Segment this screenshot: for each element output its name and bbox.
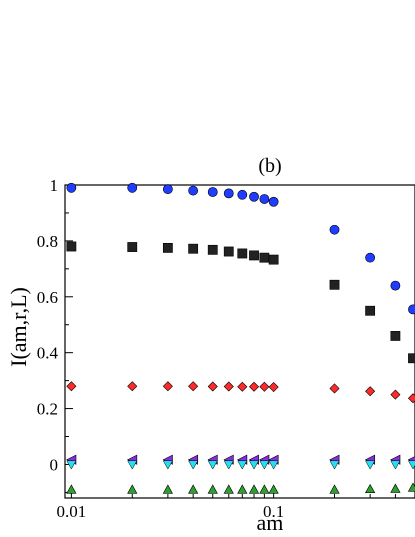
data-point-diamond — [365, 386, 376, 397]
data-point-circle — [408, 304, 415, 315]
data-point-square — [207, 244, 218, 255]
data-point-triangle-down — [249, 460, 260, 470]
data-point-triangle-down — [329, 460, 340, 470]
data-point-diamond — [259, 381, 270, 392]
data-point-diamond — [162, 381, 173, 392]
data-point-circle — [207, 187, 218, 197]
data-point-diamond — [407, 393, 415, 404]
y-tick-label: 0 — [50, 455, 59, 474]
data-point-diamond — [268, 382, 279, 393]
data-point-triangle-down — [207, 460, 218, 470]
x-tick-label: 0.01 — [56, 502, 86, 521]
y-tick-label: 0.8 — [37, 232, 58, 251]
data-point-square — [408, 353, 415, 364]
data-point-triangle-up — [248, 484, 260, 494]
data-point-circle — [237, 189, 248, 200]
data-point-square — [329, 279, 340, 290]
plot-area: 0 0.2 0.4 0.6 0.8 1 0.01 0.1 — [37, 176, 415, 521]
data-point-triangle-up — [237, 484, 248, 494]
data-point-triangle-up — [188, 484, 199, 494]
data-point-diamond — [249, 381, 260, 392]
data-point-circle — [223, 188, 234, 199]
data-point-triangle-down — [407, 460, 415, 470]
data-point-square — [268, 254, 279, 265]
data-point-triangle-down — [259, 460, 270, 470]
data-point-diamond — [188, 381, 199, 392]
data-point-square — [390, 331, 401, 341]
data-point-diamond — [223, 381, 234, 392]
data-point-triangle-down — [66, 460, 77, 470]
data-point-circle — [259, 194, 270, 204]
y-tick-label: 1 — [50, 176, 59, 195]
data-point-circle — [188, 185, 199, 196]
data-point-triangle-up — [223, 484, 234, 494]
data-point-triangle-up — [259, 484, 270, 494]
data-point-circle — [390, 280, 401, 291]
y-tick-label: 0.2 — [37, 400, 58, 419]
data-point-diamond — [66, 381, 77, 392]
data-point-square — [365, 305, 376, 316]
data-point-square — [259, 252, 270, 263]
data-point-circle — [162, 184, 173, 195]
data-point-triangle-up — [268, 484, 279, 494]
data-point-diamond — [237, 381, 248, 392]
y-axis-label: I(am,r,L) — [6, 287, 31, 367]
data-point-triangle-down — [127, 460, 138, 470]
data-point-triangle-down — [237, 460, 248, 470]
data-point-square — [162, 242, 173, 253]
plot-frame — [64, 184, 415, 499]
data-point-circle — [127, 182, 138, 193]
x-tick-label: 0.1 — [263, 502, 284, 521]
data-point-triangle-up — [329, 484, 340, 494]
data-point-diamond — [329, 383, 340, 394]
data-point-diamond — [127, 381, 138, 392]
data-point-triangle-up — [365, 483, 376, 494]
data-point-circle — [365, 252, 376, 263]
chart-title: (b) — [258, 155, 281, 177]
data-point-circle — [329, 224, 340, 235]
data-point-square — [249, 250, 259, 261]
data-point-triangle-down — [223, 460, 234, 470]
data-point-square — [188, 243, 199, 254]
data-point-circle — [249, 191, 259, 202]
data-point-square — [127, 242, 138, 252]
y-tick-label: 0.6 — [37, 288, 58, 307]
data-point-circle — [268, 196, 279, 207]
data-point-triangle-down — [162, 460, 173, 470]
data-point-square — [237, 248, 248, 259]
data-point-triangle-up — [207, 484, 218, 494]
data-point-diamond — [390, 389, 401, 400]
data-point-square — [66, 241, 77, 252]
data-point-triangle-up — [162, 484, 173, 494]
data-point-triangle-up — [407, 482, 415, 492]
data-point-diamond — [207, 381, 218, 392]
data-point-circle — [66, 182, 77, 193]
data-point-triangle-up — [127, 484, 138, 494]
data-point-triangle-down — [390, 460, 401, 470]
data-point-triangle-up — [66, 484, 77, 494]
data-point-triangle-up — [390, 483, 401, 493]
data-point-triangle-down — [188, 460, 199, 470]
data-point-square — [223, 246, 234, 257]
data-point-triangle-down — [365, 460, 376, 470]
data-point-triangle-down — [268, 460, 279, 470]
x-axis-label: am — [257, 510, 284, 535]
y-tick-label: 0.4 — [37, 344, 59, 363]
